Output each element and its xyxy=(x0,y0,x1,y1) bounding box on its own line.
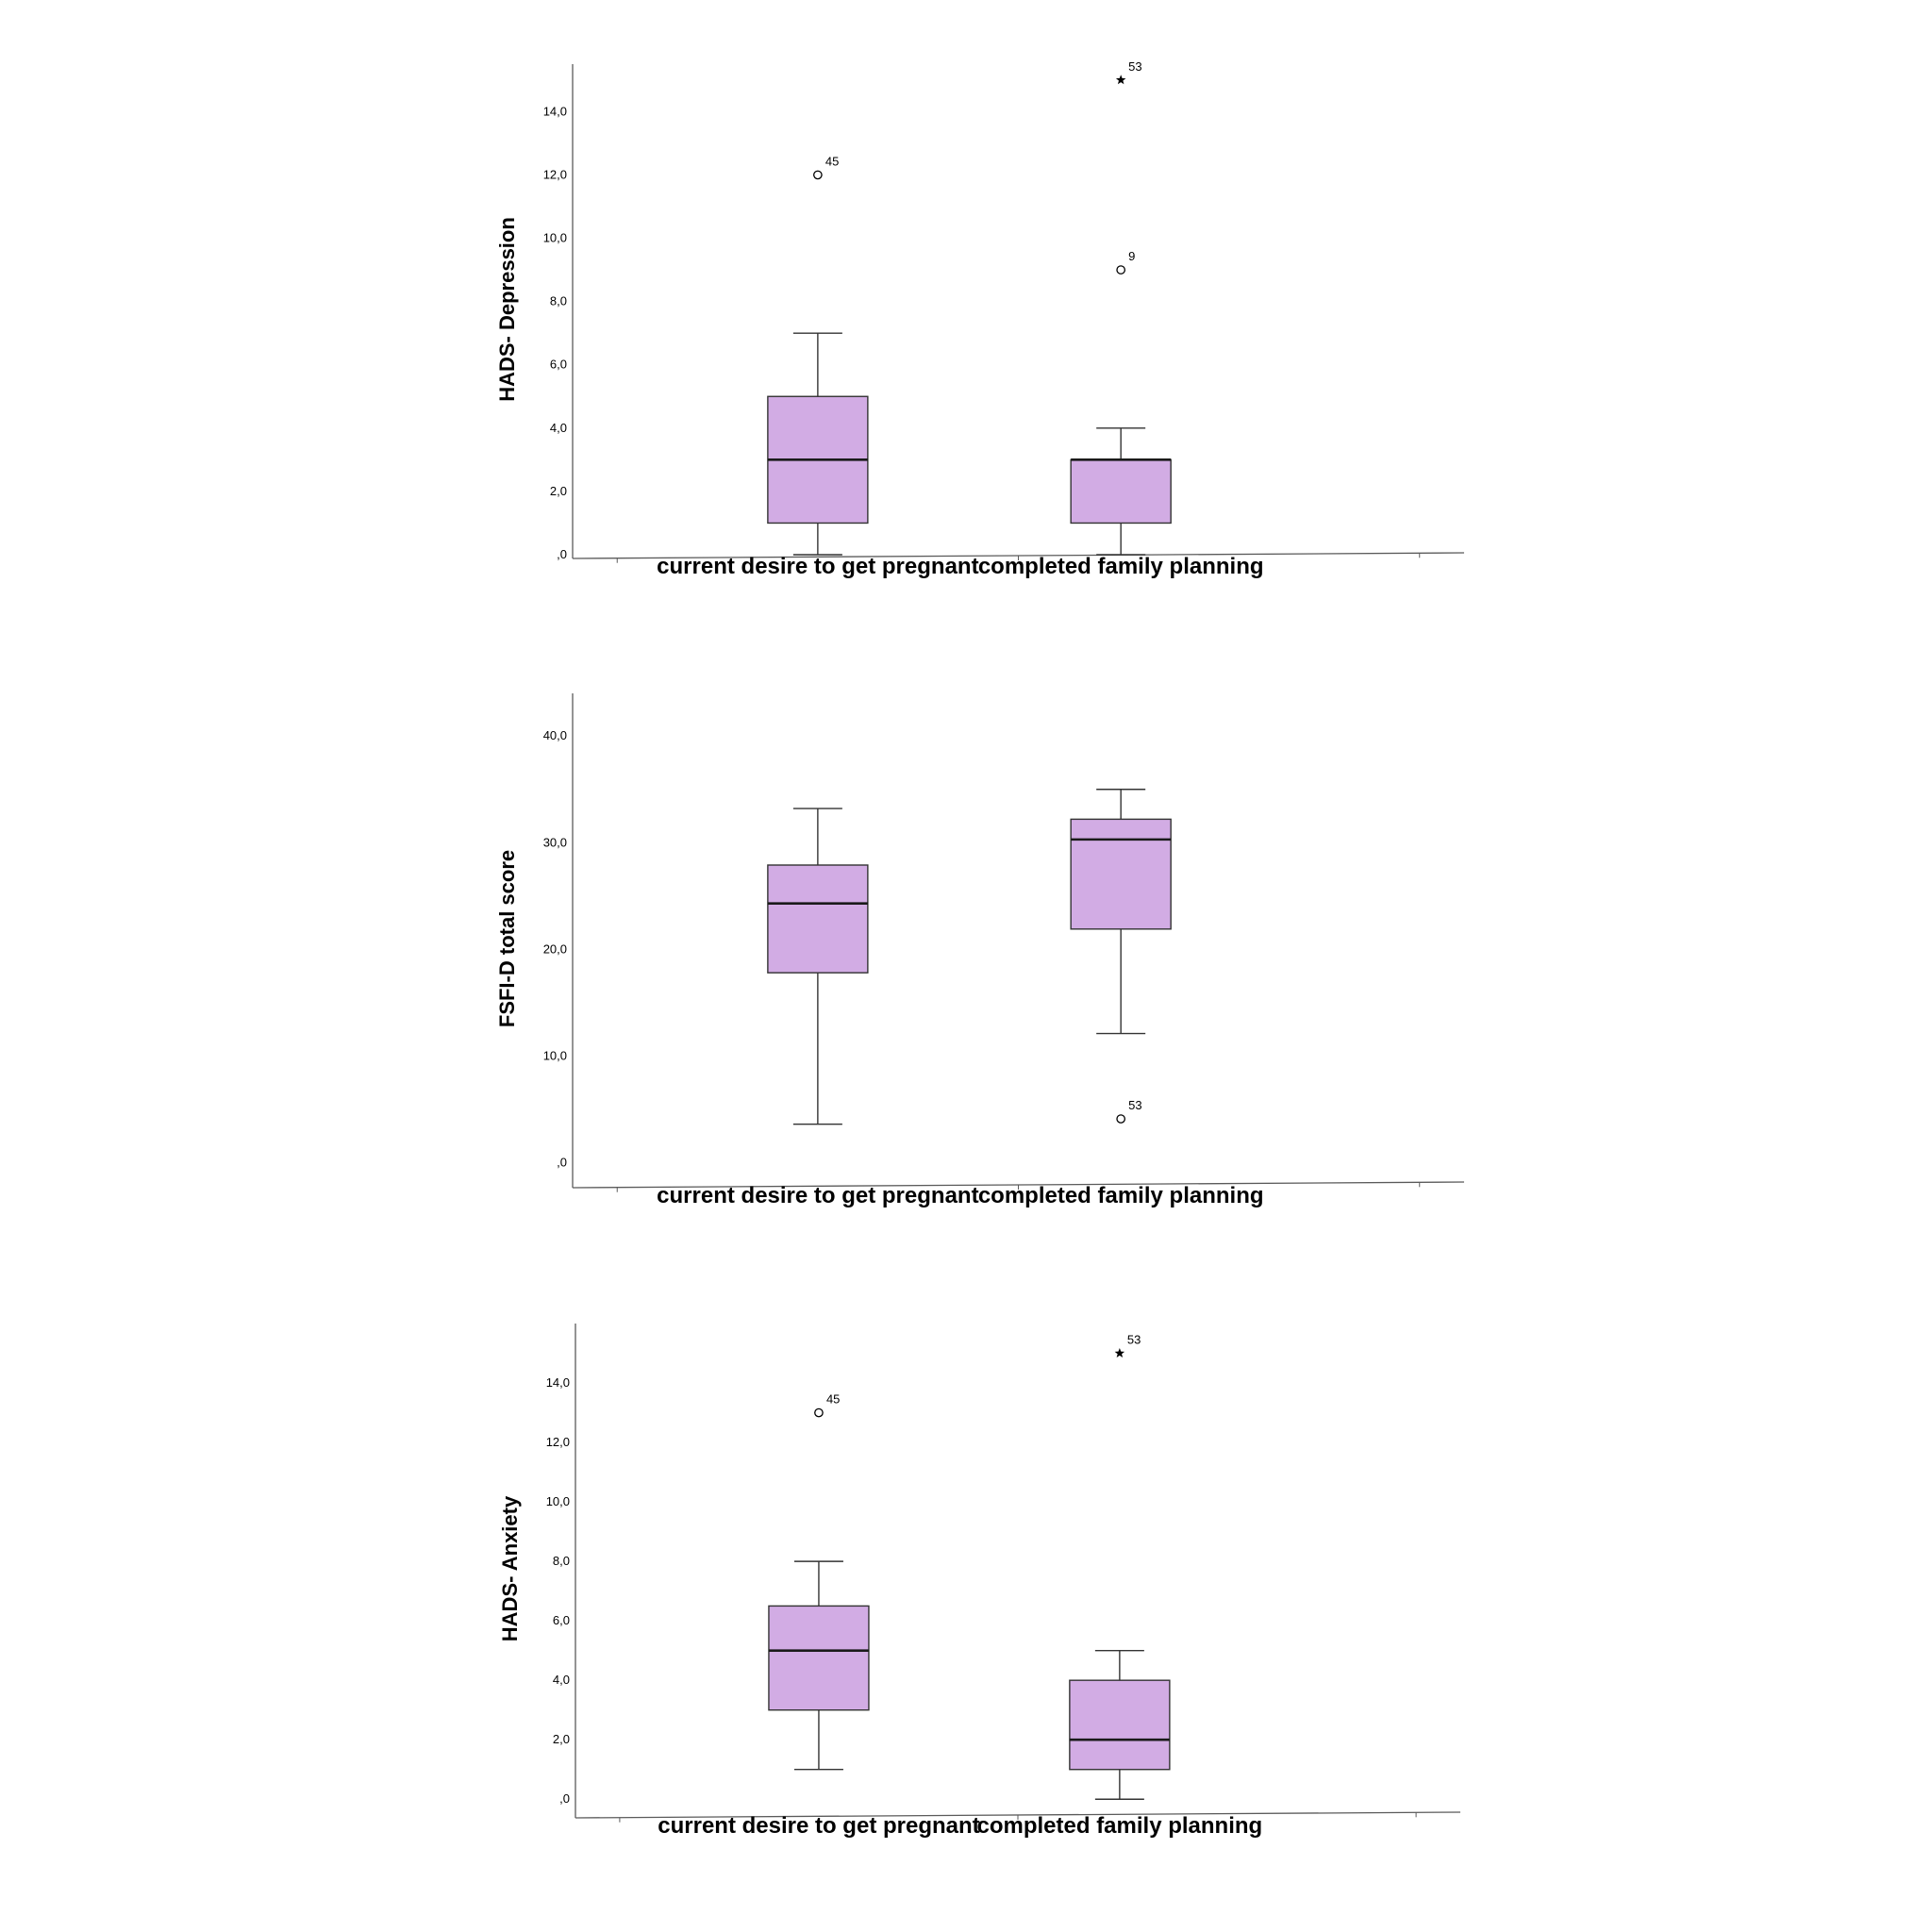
y-tick-label: 10,0 xyxy=(543,1048,567,1062)
y-tick-label: ,0 xyxy=(557,547,567,561)
y-axis-title: HADS- Depression xyxy=(495,217,519,402)
category-label: completed family planning xyxy=(978,554,1264,579)
y-tick-label: 6,0 xyxy=(553,1613,570,1627)
y-tick-label: ,0 xyxy=(559,1791,570,1806)
box-group: 53 9 xyxy=(1070,59,1172,556)
category-label: completed family planning xyxy=(978,1183,1264,1208)
y-tick-label: 4,0 xyxy=(553,1673,570,1687)
y-tick-label: 2,0 xyxy=(553,1732,570,1746)
boxplot-panel-2: ,0 10,0 20,0 30,0 40,0 FSFI-D total score curr… xyxy=(495,693,1465,1208)
y-tick-label: ,0 xyxy=(557,1155,567,1169)
outlier-case-label: 53 xyxy=(1128,1098,1141,1112)
y-tick-label: 2,0 xyxy=(550,484,567,498)
y-tick-label: 14,0 xyxy=(546,1375,570,1390)
y-tick-label: 14,0 xyxy=(543,104,567,118)
boxplot-panel-1: ,0 2,0 4,0 6,0 8,0 10,0 12,0 14,0 HADS- Depressi… xyxy=(495,59,1465,579)
iqr-box xyxy=(1069,1679,1171,1771)
extreme-outlier-star xyxy=(1115,75,1126,85)
y-tick-label: 30,0 xyxy=(543,835,567,849)
y-tick-label: 10,0 xyxy=(546,1494,570,1508)
category-label: current desire to get pregnant xyxy=(658,1813,979,1839)
box-group: 53 xyxy=(1070,789,1172,1124)
y-axis-title: HADS- Anxiety xyxy=(498,1495,522,1641)
y-tick-label: 10,0 xyxy=(543,231,567,245)
extreme-outlier-star xyxy=(1114,1348,1125,1357)
y-tick-label: 4,0 xyxy=(550,421,567,435)
category-label: current desire to get pregnant xyxy=(657,554,978,579)
category-label: current desire to get pregnant xyxy=(657,1183,978,1208)
outlier-circle xyxy=(1116,1114,1126,1124)
y-tick-label: 6,0 xyxy=(550,358,567,372)
category-label: completed family planning xyxy=(977,1813,1263,1839)
box-group: 45 xyxy=(767,154,869,556)
iqr-box xyxy=(768,1605,870,1711)
y-tick-label: 8,0 xyxy=(553,1554,570,1568)
y-tick-label: 8,0 xyxy=(550,294,567,308)
y-tick-label: 12,0 xyxy=(543,167,567,181)
outlier-circle xyxy=(813,170,823,180)
y-axis-title: FSFI-D total score xyxy=(495,850,519,1027)
outlier-case-label: 53 xyxy=(1127,1333,1141,1347)
outlier-case-label: 53 xyxy=(1128,59,1141,74)
y-tick-label: 40,0 xyxy=(543,728,567,742)
outlier-circle xyxy=(1116,265,1126,275)
box-group xyxy=(767,808,869,1125)
outlier-circle xyxy=(814,1407,824,1418)
iqr-box xyxy=(1070,818,1172,930)
box-group: 45 xyxy=(768,1392,870,1771)
box-group: 53 xyxy=(1069,1333,1171,1800)
iqr-box xyxy=(767,864,869,974)
outlier-case-label: 9 xyxy=(1128,249,1135,263)
outlier-case-label: 45 xyxy=(825,154,839,168)
boxplot-panel-3: ,0 2,0 4,0 6,0 8,0 10,0 12,0 14,0 HADS- Anxiety c… xyxy=(498,1324,1461,1839)
y-tick-label: 20,0 xyxy=(543,941,567,956)
outlier-case-label: 45 xyxy=(826,1392,840,1407)
iqr-box xyxy=(1070,458,1172,525)
y-tick-label: 12,0 xyxy=(546,1435,570,1449)
